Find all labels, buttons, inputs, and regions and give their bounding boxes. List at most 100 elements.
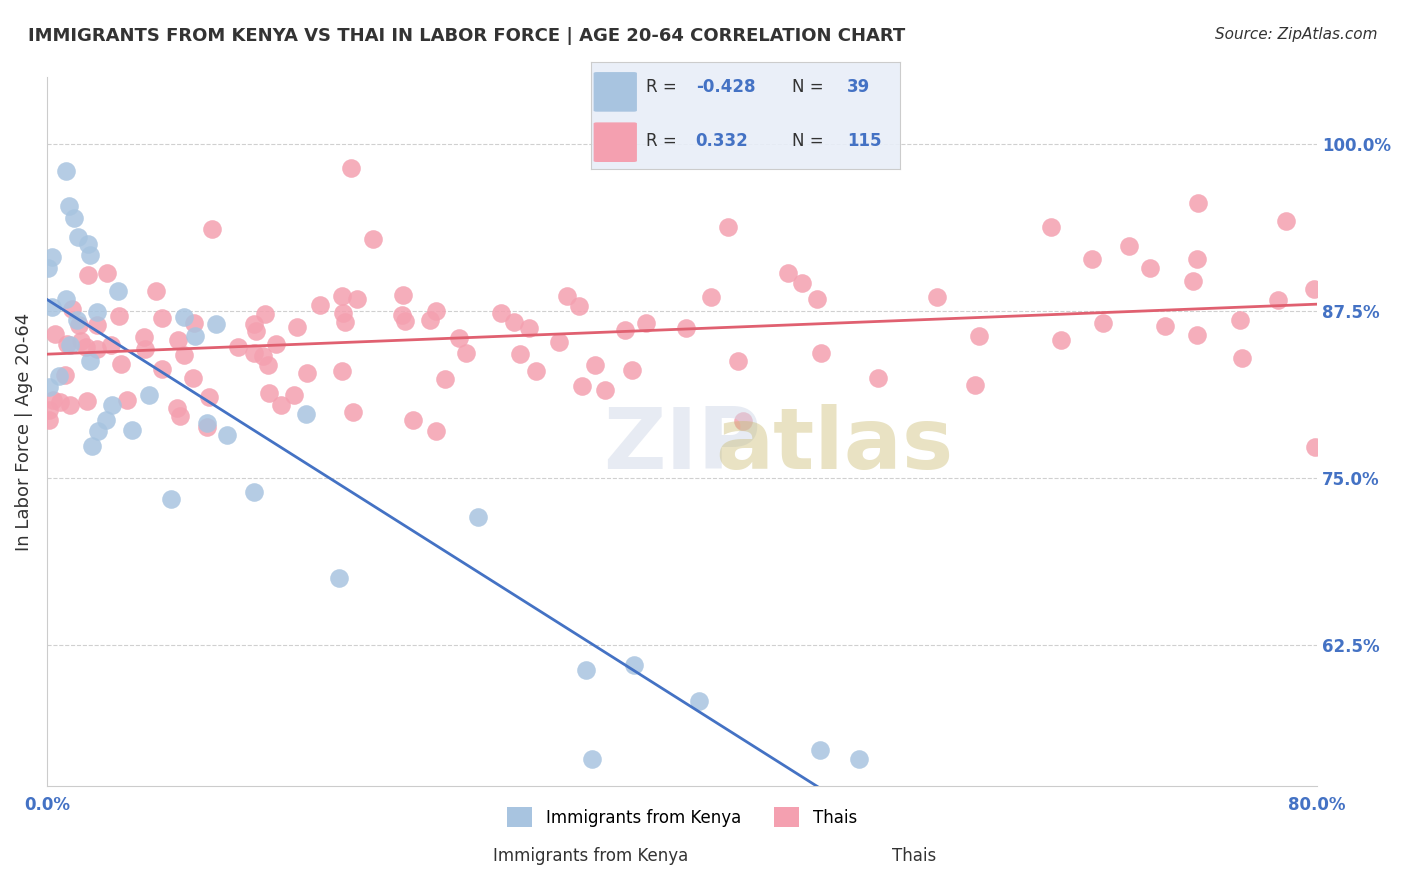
- Text: R =: R =: [647, 78, 682, 96]
- Point: [181, 370, 204, 384]
- Text: atlas: atlas: [716, 404, 953, 487]
- Point: [330, 288, 353, 302]
- Point: [107, 285, 129, 299]
- Point: [86, 305, 108, 319]
- Legend: Immigrants from Kenya, Thais: Immigrants from Kenya, Thais: [501, 800, 863, 834]
- Point: [243, 317, 266, 331]
- Point: [517, 321, 540, 335]
- FancyBboxPatch shape: [593, 122, 637, 162]
- Point: [778, 266, 800, 280]
- Point: [48, 368, 70, 383]
- Point: [623, 658, 645, 673]
- Text: Source: ZipAtlas.com: Source: ZipAtlas.com: [1215, 27, 1378, 42]
- Point: [1139, 261, 1161, 276]
- Point: [467, 509, 489, 524]
- Point: [283, 388, 305, 402]
- Point: [257, 358, 280, 372]
- Point: [581, 752, 603, 766]
- Point: [285, 320, 308, 334]
- Point: [195, 416, 218, 430]
- Text: N =: N =: [792, 78, 828, 96]
- Point: [257, 385, 280, 400]
- Point: [252, 350, 274, 364]
- Point: [173, 347, 195, 361]
- Point: [332, 306, 354, 320]
- Point: [55, 293, 77, 307]
- Point: [100, 338, 122, 352]
- Point: [183, 316, 205, 330]
- Point: [965, 378, 987, 392]
- Point: [1303, 282, 1326, 296]
- Point: [295, 366, 318, 380]
- Point: [75, 340, 97, 354]
- Text: 0.332: 0.332: [696, 132, 748, 150]
- Point: [41, 300, 63, 314]
- Point: [145, 284, 167, 298]
- Point: [866, 371, 889, 385]
- Point: [76, 237, 98, 252]
- Point: [614, 323, 637, 337]
- Point: [226, 340, 249, 354]
- Point: [456, 346, 478, 360]
- Point: [1303, 440, 1326, 454]
- Point: [810, 346, 832, 360]
- Point: [620, 363, 643, 377]
- Point: [583, 358, 606, 372]
- Point: [1185, 252, 1208, 266]
- Point: [173, 310, 195, 324]
- Point: [391, 308, 413, 322]
- Point: [243, 484, 266, 499]
- Point: [44, 326, 66, 341]
- Point: [1091, 316, 1114, 330]
- Point: [340, 161, 363, 175]
- Point: [264, 337, 287, 351]
- Point: [524, 364, 547, 378]
- Point: [166, 401, 188, 415]
- Point: [86, 318, 108, 333]
- Point: [215, 428, 238, 442]
- Point: [808, 743, 831, 757]
- Point: [308, 298, 330, 312]
- Point: [69, 318, 91, 332]
- Point: [447, 331, 470, 345]
- Text: R =: R =: [647, 132, 682, 150]
- Point: [1185, 328, 1208, 343]
- Point: [166, 333, 188, 347]
- Point: [138, 387, 160, 401]
- Point: [1118, 239, 1140, 253]
- Point: [48, 395, 70, 409]
- Point: [425, 304, 447, 318]
- Point: [392, 287, 415, 301]
- Point: [41, 250, 63, 264]
- Point: [394, 314, 416, 328]
- Point: [66, 313, 89, 327]
- Point: [37, 260, 59, 275]
- Point: [101, 397, 124, 411]
- Point: [419, 312, 441, 326]
- Point: [159, 492, 181, 507]
- Point: [59, 338, 82, 352]
- Point: [270, 399, 292, 413]
- Point: [491, 306, 513, 320]
- Point: [59, 398, 82, 412]
- Point: [575, 663, 598, 677]
- Point: [571, 379, 593, 393]
- Point: [593, 384, 616, 398]
- Point: [1040, 220, 1063, 235]
- Text: Thais: Thais: [891, 847, 936, 864]
- Point: [434, 372, 457, 386]
- Point: [361, 232, 384, 246]
- Point: [848, 752, 870, 766]
- Point: [294, 407, 316, 421]
- Point: [333, 315, 356, 329]
- Point: [253, 307, 276, 321]
- Text: 39: 39: [848, 78, 870, 96]
- Point: [38, 403, 60, 417]
- Point: [509, 346, 531, 360]
- Point: [152, 362, 174, 376]
- Point: [731, 414, 754, 428]
- Point: [58, 199, 80, 213]
- Point: [66, 230, 89, 244]
- Text: ZIP: ZIP: [603, 404, 761, 487]
- Point: [1181, 274, 1204, 288]
